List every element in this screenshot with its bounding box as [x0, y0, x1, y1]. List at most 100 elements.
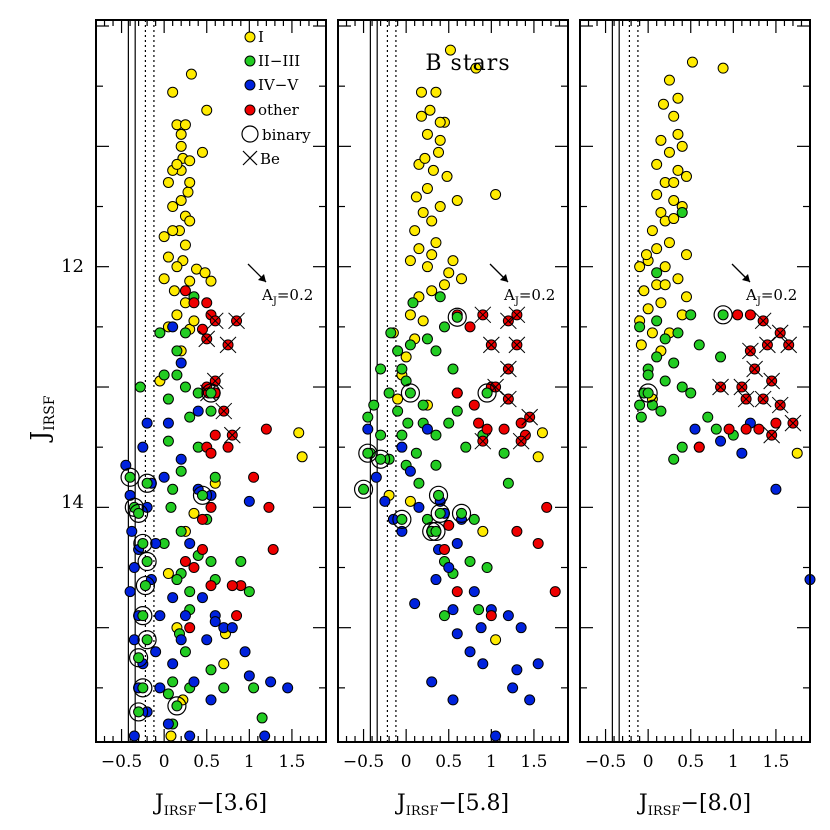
data-point-ii-iii — [385, 327, 397, 339]
data-point-ii-iii — [243, 586, 255, 598]
data-point-iv-v — [175, 453, 187, 465]
x-axis-label-rest: −[8.0] — [681, 791, 752, 816]
data-point-ii-iii — [668, 357, 680, 369]
data-point-ii-iii — [248, 682, 260, 694]
data-point-other — [498, 423, 510, 435]
data-point-i — [184, 275, 196, 287]
data-point-ii-iii — [443, 417, 455, 429]
data-point-ii-iii — [184, 411, 196, 423]
be-cross — [759, 336, 776, 354]
be-cross — [754, 390, 772, 408]
data-point-iv-v — [126, 525, 138, 537]
data-point-ii-iii — [175, 525, 187, 537]
be-cross — [742, 342, 759, 360]
data-point-iv-v — [451, 537, 463, 549]
binary-ring — [137, 551, 157, 572]
data-point-ii-iii — [167, 483, 179, 495]
data-point-other — [744, 309, 756, 321]
data-point-ii-iii — [184, 586, 196, 598]
data-point-iv-v — [259, 730, 271, 742]
data-point-i — [655, 297, 667, 309]
data-point-ii-iii — [710, 423, 722, 435]
data-point-iv-v — [162, 718, 174, 730]
data-point-iv-v — [770, 483, 782, 495]
data-point-iv-v — [150, 646, 162, 658]
binary-point — [451, 311, 463, 323]
data-point-i — [490, 188, 502, 200]
x-axis-label-main: J — [395, 791, 406, 816]
be-cross — [763, 426, 781, 444]
data-point-ii-iii — [693, 339, 705, 351]
be-cross — [712, 378, 729, 396]
legend-marker-be — [242, 150, 258, 166]
data-point-other — [205, 580, 217, 592]
data-point-i — [182, 186, 194, 198]
data-point-iv-v — [141, 417, 153, 429]
binary-ring — [133, 533, 153, 554]
data-point-other — [451, 387, 463, 399]
data-point-i — [456, 273, 468, 285]
data-point-i — [655, 134, 667, 146]
binary-ring — [358, 443, 378, 463]
data-point-other — [438, 543, 450, 555]
x-tick-label: 0 — [401, 752, 412, 772]
data-point-ii-iii — [464, 556, 476, 567]
data-point-other — [753, 423, 765, 435]
binary-ring — [137, 630, 157, 650]
data-point-ii-iii — [676, 207, 688, 219]
data-point-i — [404, 309, 416, 321]
data-point-other — [541, 501, 553, 513]
data-point-i — [536, 427, 548, 439]
data-point-ii-iii — [375, 429, 387, 441]
data-point-i — [663, 237, 675, 249]
data-point-i — [199, 267, 211, 279]
data-point-i — [717, 62, 729, 74]
data-point-i — [651, 188, 663, 200]
data-point-other — [201, 297, 213, 309]
be-cross — [206, 372, 224, 390]
data-point-i — [171, 261, 183, 273]
binary-point — [141, 634, 153, 646]
data-point-i — [672, 164, 684, 176]
data-point-i — [165, 730, 177, 742]
data-point-i — [640, 249, 652, 261]
data-point-iv-v — [188, 676, 200, 688]
data-point-ii-iii — [392, 345, 404, 357]
data-point-i — [651, 158, 663, 170]
data-point-iv-v — [243, 670, 255, 682]
reddening-label-main: A — [503, 286, 515, 304]
be-cross — [512, 432, 530, 450]
data-point-iv-v — [120, 459, 132, 471]
data-point-iv-v — [475, 622, 487, 634]
data-point-ii-iii — [209, 471, 221, 483]
data-point-iv-v — [184, 730, 196, 742]
data-point-i — [424, 104, 436, 116]
data-point-ii-iii — [651, 315, 663, 327]
data-point-ii-iii — [473, 604, 485, 616]
data-point-iv-v — [226, 622, 238, 634]
data-point-iv-v — [715, 435, 727, 447]
binary-point — [137, 610, 149, 622]
data-point-ii-iii — [498, 447, 510, 459]
binary-point — [124, 471, 136, 483]
data-point-other — [549, 586, 561, 598]
legend-label-be: Be — [260, 150, 280, 168]
data-point-ii-iii — [676, 441, 688, 453]
data-point-i — [672, 92, 684, 104]
data-point-i — [188, 315, 200, 327]
data-point-ii-iii — [158, 369, 170, 381]
x-tick-label: 1.5 — [278, 752, 305, 772]
data-point-iv-v — [426, 676, 438, 688]
data-point-ii-iii — [165, 501, 177, 513]
data-point-i — [447, 255, 459, 267]
data-point-i — [175, 128, 187, 140]
data-point-i — [158, 273, 170, 285]
data-point-other — [770, 417, 782, 429]
data-point-ii-iii — [659, 333, 671, 345]
data-point-i — [434, 116, 446, 128]
legend-label-iv-v: IV−V — [258, 76, 299, 94]
data-point-iv-v — [137, 441, 149, 453]
data-point-other — [196, 543, 208, 555]
x-axis-label-rest: −[5.8] — [439, 791, 510, 816]
data-point-iv-v — [205, 694, 217, 706]
